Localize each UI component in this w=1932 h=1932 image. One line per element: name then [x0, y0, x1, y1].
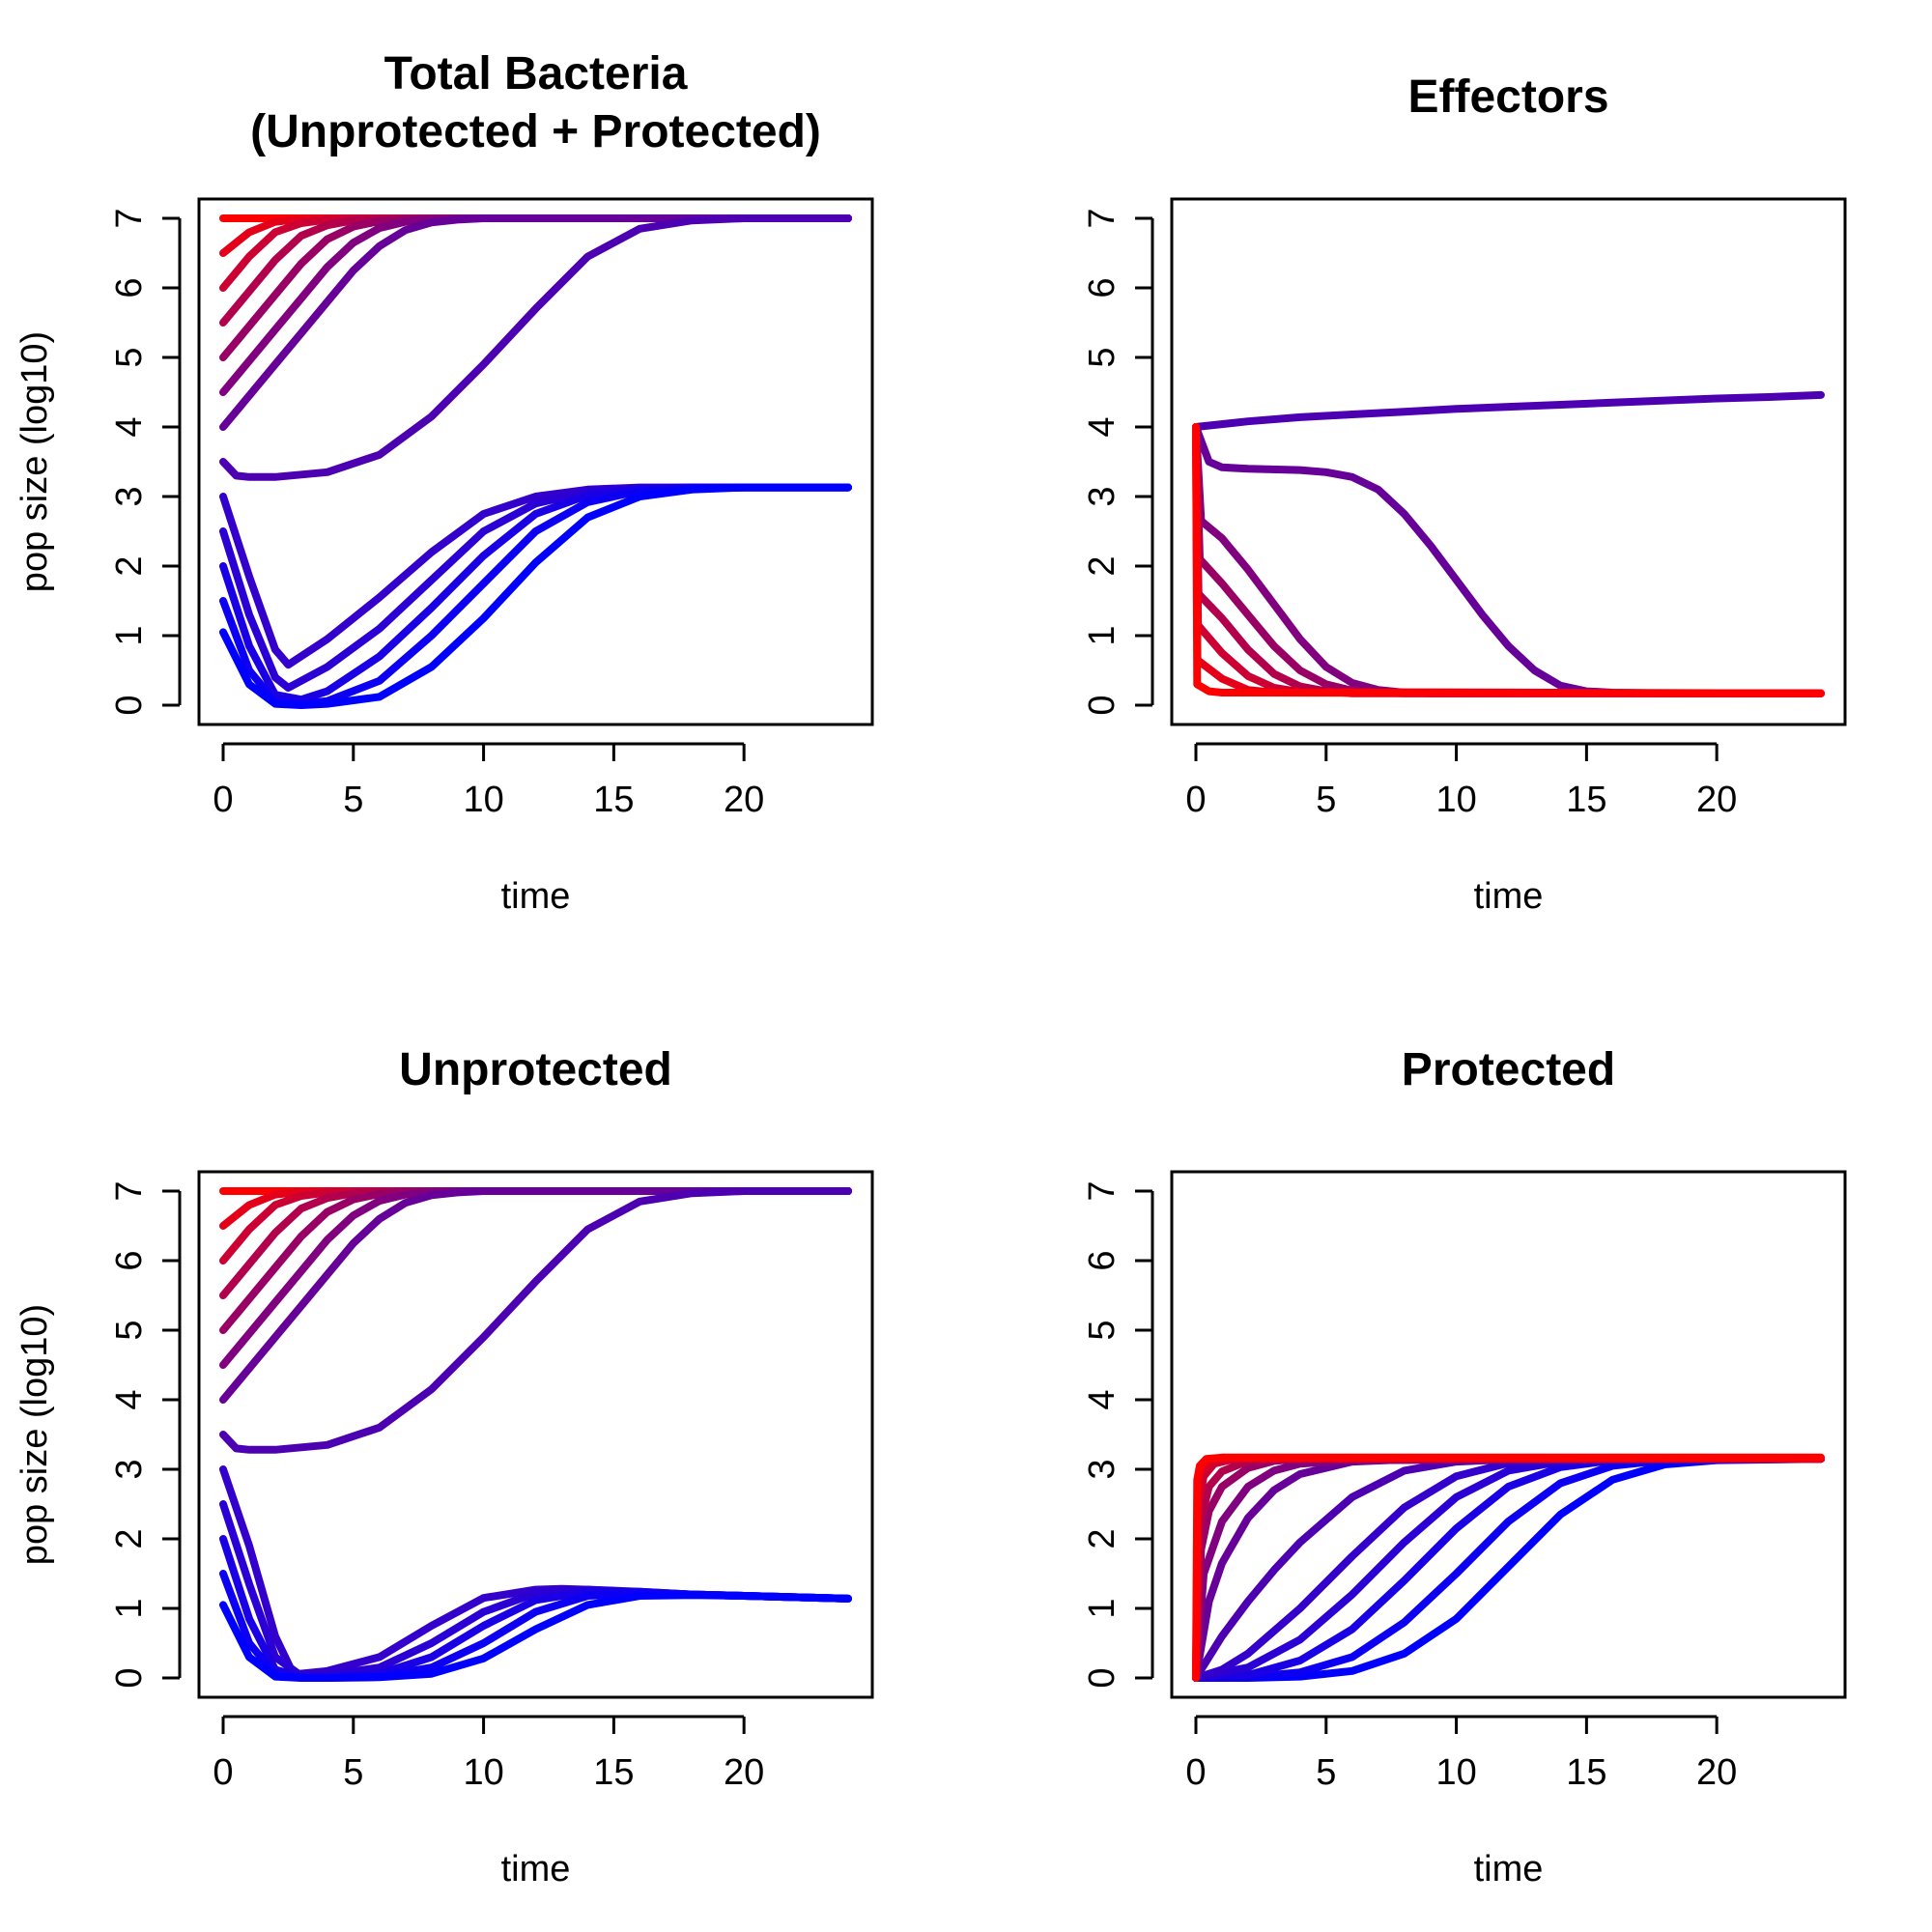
y-tick-label: 1 — [109, 625, 150, 645]
series-line-1 — [1192, 423, 1825, 697]
series-group — [1192, 390, 1825, 697]
series-line-6 — [219, 1187, 852, 1404]
y-tick-label: 2 — [109, 555, 150, 576]
panel-title-unprotected: Unprotected — [399, 1044, 672, 1095]
y-tick-label: 3 — [109, 486, 150, 506]
series-line-8 — [219, 1465, 852, 1679]
x-axis-label: time — [501, 1849, 571, 1889]
y-tick-label: 4 — [109, 416, 150, 437]
series-line-10 — [219, 483, 852, 704]
y-tick-label: 2 — [109, 1528, 150, 1548]
y-tick-label: 5 — [109, 1320, 150, 1340]
x-tick-label: 10 — [1435, 780, 1476, 820]
plot-frame — [197, 1170, 874, 1699]
x-tick-label: 10 — [463, 1752, 503, 1793]
y-tick-label: 7 — [109, 208, 150, 228]
y-tick-label: 7 — [109, 1180, 150, 1201]
panel-title-protected: Protected — [1402, 1044, 1615, 1095]
panel-total-bacteria: 0 5 10 15 20 0 1 2 3 4 5 6 7 time pop size (log10) Tota… — [14, 48, 874, 917]
y-tick-label: 7 — [1082, 208, 1122, 228]
x-tick-label: 15 — [593, 780, 634, 820]
y-tick-label: 1 — [1082, 1598, 1122, 1618]
x-tick-label: 5 — [343, 780, 363, 820]
x-tick-label: 15 — [1566, 1752, 1606, 1793]
x-axis-label: time — [501, 876, 571, 917]
series-line-12 — [219, 1591, 852, 1682]
panel-title-total-bacteria-line-1: Total Bacteria — [384, 48, 688, 99]
y-tick-label: 1 — [109, 1598, 150, 1618]
panel-effectors: 0 5 10 15 20 0 1 2 3 4 5 6 7 time Effectors — [1082, 71, 1847, 917]
series-line-6 — [219, 214, 852, 431]
x-tick-label: 0 — [213, 780, 233, 820]
y-tick-label: 5 — [1082, 1320, 1122, 1340]
y-tick-label: 4 — [1082, 1389, 1122, 1409]
y-tick-label: 2 — [1082, 1528, 1122, 1548]
y-tick-label: 6 — [1082, 277, 1122, 298]
x-tick-label: 0 — [1185, 1752, 1206, 1793]
x-tick-label: 15 — [593, 1752, 634, 1793]
y-axis-label: pop size (log10) — [14, 1304, 55, 1565]
plot-frame — [197, 197, 874, 726]
y-tick-label: 4 — [109, 1389, 150, 1409]
x-tick-label: 20 — [1696, 1752, 1737, 1793]
y-tick-label: 5 — [109, 347, 150, 367]
x-tick-label: 20 — [1696, 780, 1737, 820]
y-tick-label: 0 — [1082, 1667, 1122, 1688]
y-tick-label: 6 — [109, 1250, 150, 1270]
series-line-0 — [1192, 390, 1825, 431]
y-tick-label: 1 — [1082, 625, 1122, 645]
series-group — [219, 1187, 852, 1682]
x-tick-label: 10 — [1435, 1752, 1476, 1793]
x-tick-label: 0 — [1185, 780, 1206, 820]
x-tick-label: 15 — [1566, 780, 1606, 820]
x-axis-label: time — [1474, 876, 1544, 917]
series-line-12 — [219, 483, 852, 709]
y-tick-label: 0 — [1082, 695, 1122, 715]
x-tick-label: 0 — [213, 1752, 233, 1793]
x-tick-label: 5 — [1316, 1752, 1336, 1793]
y-axis-label: pop size (log10) — [14, 331, 55, 592]
panel-title-total-bacteria-line-2: (Unprotected + Protected) — [250, 106, 821, 157]
y-tick-label: 6 — [1082, 1250, 1122, 1270]
y-tick-label: 5 — [1082, 347, 1122, 367]
panel-protected: 0 5 10 15 20 0 1 2 3 4 5 6 7 time Protected — [1082, 1044, 1847, 1889]
y-tick-label: 2 — [1082, 555, 1122, 576]
series-group — [219, 214, 852, 709]
series-line-7 — [219, 214, 852, 481]
y-tick-label: 3 — [109, 1459, 150, 1479]
plot-frame — [1170, 1170, 1847, 1699]
series-line-4 — [219, 1187, 852, 1334]
panel-title-effectors: Effectors — [1407, 71, 1608, 123]
series-line-4 — [219, 214, 852, 361]
x-tick-label: 5 — [1316, 780, 1336, 820]
y-tick-label: 6 — [109, 277, 150, 298]
y-tick-label: 0 — [109, 695, 150, 715]
plot-frame — [1170, 197, 1847, 726]
series-line-7 — [1192, 423, 1825, 697]
x-tick-label: 20 — [724, 780, 764, 820]
y-tick-label: 3 — [1082, 1459, 1122, 1479]
series-line-7 — [219, 1187, 852, 1454]
x-tick-label: 5 — [343, 1752, 363, 1793]
y-tick-label: 7 — [1082, 1180, 1122, 1201]
x-tick-label: 20 — [724, 1752, 764, 1793]
y-tick-label: 4 — [1082, 416, 1122, 437]
x-axis-label: time — [1474, 1849, 1544, 1889]
series-line-9 — [219, 1500, 852, 1680]
x-tick-label: 10 — [463, 780, 503, 820]
y-tick-label: 0 — [109, 1667, 150, 1688]
series-line-12 — [1192, 1453, 1825, 1682]
panel-unprotected: 0 5 10 15 20 0 1 2 3 4 5 6 7 time pop size (log10) Unpr… — [14, 1044, 874, 1889]
y-tick-label: 3 — [1082, 486, 1122, 506]
series-group — [1192, 1453, 1825, 1682]
